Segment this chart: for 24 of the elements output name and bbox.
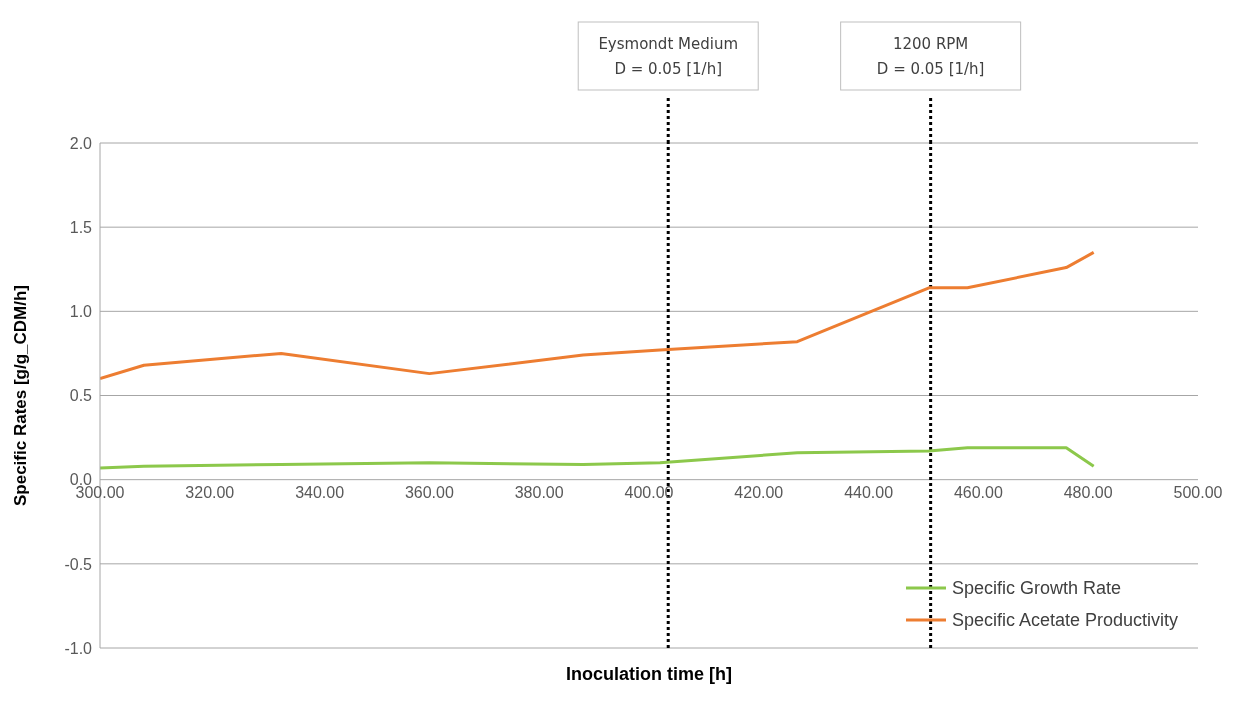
y-tick-label: -1.0 — [64, 639, 93, 657]
x-axis-title: Inoculation time [h] — [566, 664, 732, 684]
x-tick-label: 340.00 — [295, 483, 345, 501]
line-series — [100, 446, 1096, 470]
y-axis-title: Specific Rates [g/g_CDM/h] — [11, 284, 31, 507]
y-tick-label: 1.0 — [69, 303, 93, 321]
x-tick-label: 460.00 — [953, 483, 1003, 501]
x-tick-label: 380.00 — [514, 483, 564, 501]
y-tick-label: 0.5 — [69, 387, 93, 405]
y-tick-label: 1.5 — [69, 218, 93, 236]
text: Eysmondt Medium D = 0.05 [1/h] — [598, 35, 739, 78]
x-tick-label: 320.00 — [185, 483, 235, 501]
y-tick-label: 2.0 — [69, 134, 93, 152]
x-tick-label: 400.00 — [624, 483, 674, 501]
text: 1200 RPM D = 0.05 [1/h] — [876, 35, 985, 78]
x-tick-label: 420.00 — [734, 483, 784, 501]
x-tick-label: 440.00 — [844, 483, 894, 501]
legend-label: Specific Growth Rate — [951, 577, 1121, 600]
x-tick-label: 500.00 — [1173, 483, 1223, 501]
x-tick-label: 480.00 — [1063, 483, 1113, 501]
x-tick-label: 360.00 — [404, 483, 454, 501]
y-tick-label: -0.5 — [64, 555, 93, 573]
line-series — [100, 250, 1096, 381]
legend-label: Specific Acetate Productivity — [951, 609, 1178, 632]
